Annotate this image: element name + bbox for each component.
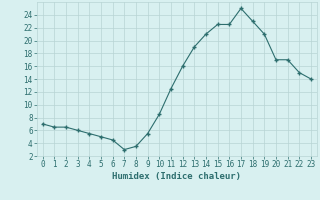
X-axis label: Humidex (Indice chaleur): Humidex (Indice chaleur) bbox=[112, 172, 241, 181]
